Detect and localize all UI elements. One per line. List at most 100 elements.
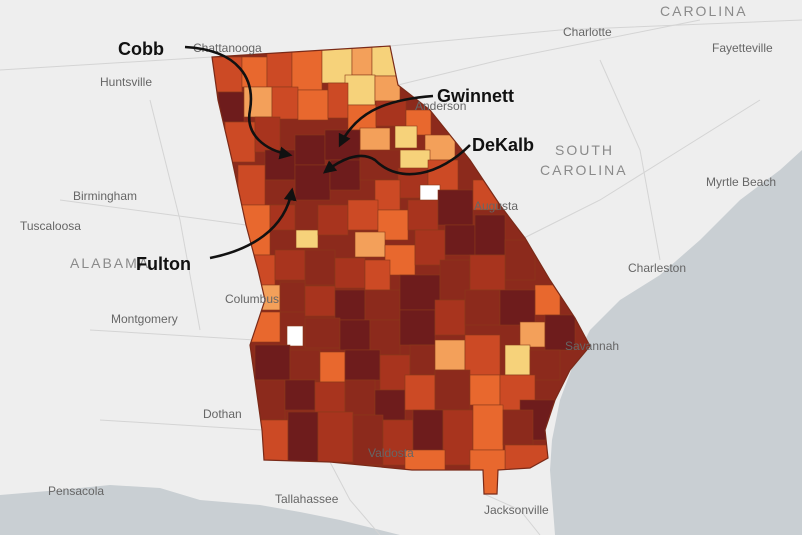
city-savannah: Savannah — [565, 339, 619, 353]
county-region[interactable] — [464, 334, 501, 376]
county-region[interactable] — [317, 204, 349, 236]
county-region[interactable] — [266, 51, 293, 88]
county-region[interactable] — [399, 274, 441, 311]
county-region[interactable] — [474, 214, 506, 256]
county-region[interactable] — [295, 229, 319, 249]
county-region[interactable] — [317, 411, 354, 463]
county-region[interactable] — [472, 404, 504, 451]
county-region[interactable] — [344, 349, 381, 381]
county-region[interactable] — [529, 349, 561, 381]
gulf-of-mexico — [0, 485, 400, 535]
county-region[interactable] — [499, 289, 536, 326]
county-region[interactable] — [374, 389, 406, 421]
county-region[interactable] — [294, 164, 331, 201]
county-region[interactable] — [344, 379, 376, 416]
county-region[interactable] — [237, 164, 266, 206]
county-region[interactable] — [291, 49, 323, 91]
county-region[interactable] — [434, 339, 466, 371]
county-region[interactable] — [264, 149, 296, 181]
region-alabama: ALABAMA — [70, 255, 150, 271]
county-region[interactable] — [374, 179, 401, 211]
county-region[interactable] — [319, 351, 346, 383]
county-region[interactable] — [359, 127, 391, 154]
city-fayetteville: Fayetteville — [712, 41, 773, 55]
city-myrtle-beach: Myrtle Beach — [706, 175, 776, 189]
county-region[interactable] — [304, 285, 336, 317]
atlantic-ocean — [550, 150, 802, 535]
county-region[interactable] — [314, 381, 346, 413]
county-region[interactable] — [394, 125, 418, 149]
county-region[interactable] — [364, 259, 391, 291]
arrow-cobb — [184, 45, 293, 160]
city-tuscaloosa: Tuscaloosa — [20, 219, 81, 233]
county-region[interactable] — [351, 45, 373, 76]
callout-gwinnett: Gwinnett — [437, 86, 514, 106]
county-region[interactable] — [352, 414, 384, 466]
county-region[interactable] — [286, 325, 304, 347]
county-region[interactable] — [469, 374, 501, 406]
county-region[interactable] — [375, 100, 407, 127]
county-region[interactable] — [274, 249, 306, 281]
callout-dekalb: DeKalb — [472, 135, 534, 155]
callout-fulton: Fulton — [136, 254, 191, 274]
county-region[interactable] — [502, 409, 534, 446]
arrow-dekalb — [322, 144, 471, 176]
city-pensacola: Pensacola — [48, 484, 104, 498]
county-region[interactable] — [289, 349, 321, 381]
city-jacksonville: Jacksonville — [484, 503, 549, 517]
county-region[interactable] — [409, 344, 436, 376]
county-region[interactable] — [364, 289, 401, 321]
county-region[interactable] — [437, 189, 474, 226]
county-region[interactable] — [279, 281, 306, 313]
georgia-choropleth[interactable] — [200, 40, 600, 500]
county-region[interactable] — [442, 409, 474, 466]
county-region[interactable] — [344, 74, 376, 106]
county-region[interactable] — [304, 317, 341, 349]
county-region[interactable] — [469, 254, 506, 291]
county-region[interactable] — [284, 379, 316, 411]
region-carolina: CAROLINA — [540, 162, 628, 178]
county-region[interactable] — [464, 289, 501, 326]
county-region[interactable] — [407, 199, 439, 231]
city-columbus: Columbus — [225, 292, 279, 306]
county-region[interactable] — [334, 257, 366, 289]
arrow-gwinnett — [338, 94, 434, 148]
county-region[interactable] — [519, 321, 546, 348]
county-region[interactable] — [241, 56, 268, 88]
county-region[interactable] — [374, 75, 401, 102]
county-region[interactable] — [334, 289, 366, 321]
county-region[interactable] — [347, 199, 379, 231]
county-region[interactable] — [444, 224, 476, 256]
county-region[interactable] — [287, 411, 319, 463]
county-region[interactable] — [354, 231, 386, 258]
county-region[interactable] — [404, 374, 436, 411]
city-anderson: Anderson — [415, 99, 466, 113]
arrow-fulton — [209, 187, 297, 260]
city-charleston: Charleston — [628, 261, 686, 275]
county-region[interactable] — [434, 299, 466, 336]
county-region[interactable] — [243, 86, 273, 118]
county-region[interactable] — [327, 82, 349, 119]
county-region[interactable] — [254, 344, 291, 381]
county-region[interactable] — [369, 319, 401, 356]
city-birmingham: Birmingham — [73, 189, 137, 203]
city-tallahassee: Tallahassee — [275, 492, 339, 506]
region-south: SOUTH — [555, 142, 614, 158]
county-region[interactable] — [339, 319, 371, 351]
callout-cobb: Cobb — [118, 39, 164, 59]
county-region[interactable] — [399, 309, 436, 346]
county-region[interactable] — [271, 86, 299, 120]
city-huntsville: Huntsville — [100, 75, 152, 89]
county-region[interactable] — [297, 89, 329, 121]
county-region[interactable] — [504, 344, 531, 376]
county-region[interactable] — [304, 249, 336, 286]
county-region[interactable] — [434, 369, 471, 411]
road-lines — [0, 19, 802, 535]
county-region[interactable] — [294, 134, 326, 166]
county-region[interactable] — [534, 284, 561, 316]
city-montgomery: Montgomery — [111, 312, 178, 326]
city-dothan: Dothan — [203, 407, 242, 421]
city-augusta: Augusta — [474, 199, 518, 213]
